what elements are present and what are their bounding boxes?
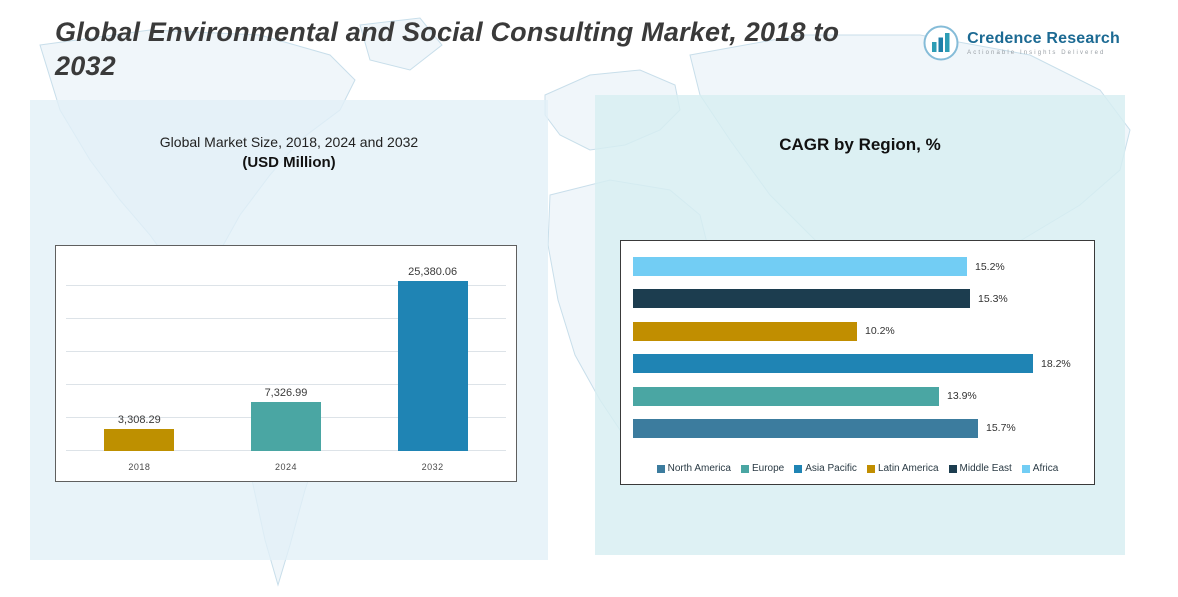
legend-label-middle-east: Middle East <box>959 463 1012 474</box>
legend-swatch-asia-pacific <box>794 464 803 473</box>
cagr-value-label-latin-america: 10.2% <box>865 325 895 338</box>
legend-item-north-america: North America <box>656 463 731 474</box>
cagr-value-label-africa: 15.2% <box>975 260 1005 273</box>
cagr-bar-asia-pacific <box>633 354 1033 374</box>
legend-swatch-north-america <box>656 464 665 473</box>
page-title: Global Environmental and Social Consulti… <box>55 17 840 81</box>
market-size-category-label-2024: 2024 <box>274 462 297 472</box>
legend-label-africa: Africa <box>1032 463 1059 474</box>
cagr-bar-row-asia-pacific: 18.2% <box>633 354 1082 374</box>
market-size-value-label-2018: 3,308.29 <box>117 414 161 426</box>
market-size-bar-group-2032: 25,380.06 2032 <box>397 266 468 472</box>
legend-swatch-latin-america <box>866 464 875 473</box>
cagr-value-label-middle-east: 15.3% <box>978 292 1008 305</box>
cagr-bar-row-latin-america: 10.2% <box>633 321 1082 341</box>
cagr-bar-row-middle-east: 15.3% <box>633 289 1082 309</box>
legend-swatch-europe <box>741 464 749 473</box>
legend-label-europe: Europe <box>752 463 785 474</box>
cagr-panel: CAGR by Region, % 15.2% 15.3% 10.2% 18.2% 13… <box>595 95 1125 555</box>
legend-label-north-america: North America <box>667 463 731 474</box>
legend-item-africa: Africa <box>1021 463 1059 474</box>
legend-item-europe: Europe <box>741 463 784 474</box>
legend-item-latin-america: Latin America <box>866 463 939 474</box>
market-size-category-label-2032: 2032 <box>421 462 444 472</box>
market-size-panel: Global Market Size, 2018, 2024 and 2032 … <box>30 100 548 560</box>
legend-swatch-africa <box>1021 464 1030 473</box>
cagr-bar-row-north-america: 15.7% <box>633 418 1082 438</box>
cagr-value-label-north-america: 15.7% <box>986 422 1016 435</box>
cagr-bar-north-america <box>633 418 978 438</box>
cagr-chart: 15.2% 15.3% 10.2% 18.2% 13.9% 15.7% North Ame… <box>620 240 1095 485</box>
cagr-chart-title: CAGR by Region, % <box>779 135 941 154</box>
cagr-value-label-europe: 13.9% <box>947 390 977 403</box>
legend-label-latin-america: Latin America <box>877 463 939 474</box>
logo-name: Credence Research <box>967 30 1120 47</box>
cagr-bar-row-europe: 13.9% <box>633 386 1082 406</box>
logo-tagline: Actionable Insights Delivered <box>967 50 1106 56</box>
market-size-bar-group-2018: 3,308.29 2018 <box>104 414 175 472</box>
logo-text: Credence Research Actionable Insights De… <box>967 30 1120 56</box>
market-size-bar-group-2024: 7,326.99 2024 <box>250 387 321 472</box>
cagr-plot-area: 15.2% 15.3% 10.2% 18.2% 13.9% 15.7% <box>633 257 1082 438</box>
market-size-chart-units: (USD Million) <box>242 154 336 171</box>
cagr-bar-africa <box>633 257 967 276</box>
market-size-chart-subtitle: Global Market Size, 2018, 2024 and 2032 <box>159 134 419 150</box>
cagr-legend: North America Europe Asia Pacific Latin Ame… <box>621 463 1094 474</box>
cagr-bar-middle-east <box>633 289 970 309</box>
cagr-bar-latin-america <box>633 321 857 341</box>
legend-item-asia-pacific: Asia Pacific <box>794 463 857 474</box>
market-size-bar-2024 <box>250 402 321 451</box>
logo: Credence Research Actionable Insights De… <box>922 24 1120 62</box>
legend-label-asia-pacific: Asia Pacific <box>805 463 857 474</box>
logo-icon <box>923 25 959 61</box>
market-size-category-label-2018: 2018 <box>128 462 151 472</box>
legend-item-middle-east: Middle East <box>948 463 1012 474</box>
cagr-bar-europe <box>633 386 939 406</box>
market-size-bar-2032 <box>397 281 468 451</box>
market-size-value-label-2032: 25,380.06 <box>408 266 458 278</box>
market-size-bar-2018 <box>104 429 175 451</box>
market-size-plot-area: 3,308.29 2018 7,326.99 2024 25,380.06 2032 <box>66 260 506 472</box>
market-size-value-label-2024: 7,326.99 <box>264 387 308 399</box>
legend-swatch-middle-east <box>948 464 957 473</box>
cagr-value-label-asia-pacific: 18.2% <box>1041 357 1071 370</box>
cagr-bar-row-africa: 15.2% <box>633 257 1082 276</box>
market-size-chart: 3,308.29 2018 7,326.99 2024 25,380.06 2032 <box>55 245 517 482</box>
